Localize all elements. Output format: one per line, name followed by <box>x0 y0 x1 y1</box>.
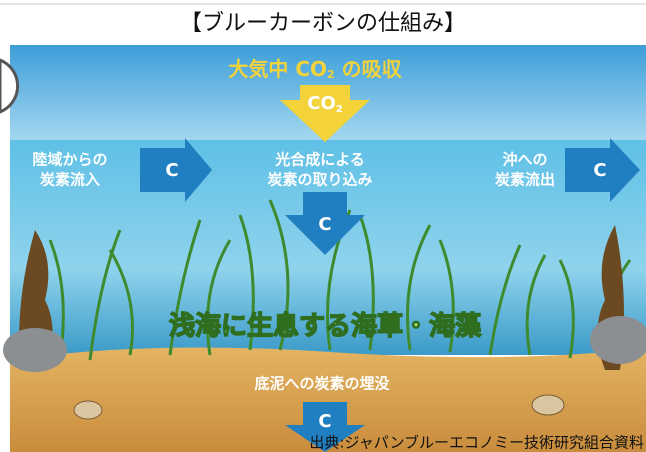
inflow-label: 陸域からの <box>32 151 107 169</box>
shell <box>532 395 564 415</box>
subscript: 2 <box>327 68 335 81</box>
source: 出典:ジャパンブルーエコノミー技術研究組合資料 <box>309 434 644 452</box>
infographic: 【ブルーカーボンの仕組み】 大気中 CO2 の吸収 CO2 陸域からの 炭素流入… <box>0 0 646 452</box>
rock-left <box>3 328 67 372</box>
text: の吸収 <box>335 57 403 81</box>
title: 【ブルーカーボンの仕組み】 <box>180 11 466 36</box>
burial-c: C <box>318 411 331 432</box>
outflow-c: C <box>593 160 606 181</box>
photosynthesis-label: 光合成による <box>274 151 365 169</box>
photosynthesis-c: C <box>318 214 331 235</box>
inflow-c: C <box>165 160 178 181</box>
text: 大気中 CO <box>228 57 327 81</box>
text: CO <box>307 93 336 114</box>
atmosphere-label: 大気中 CO2 の吸収 <box>228 57 402 82</box>
burial-label: 底泥への炭素の埋没 <box>254 375 390 393</box>
outflow-label: 炭素流出 <box>495 171 555 189</box>
inflow-label: 炭素流入 <box>40 171 100 189</box>
shell <box>74 401 102 419</box>
photosynthesis-label: 炭素の取り込み <box>267 171 372 189</box>
subscript: 2 <box>336 104 343 115</box>
outflow-label: 沖への <box>502 151 547 169</box>
page: {"title": "【ブルーカーボンの仕組み】", "diagram": { … <box>0 0 646 452</box>
seagrass-label: 浅海に生息する海草・海藻 <box>169 311 482 342</box>
